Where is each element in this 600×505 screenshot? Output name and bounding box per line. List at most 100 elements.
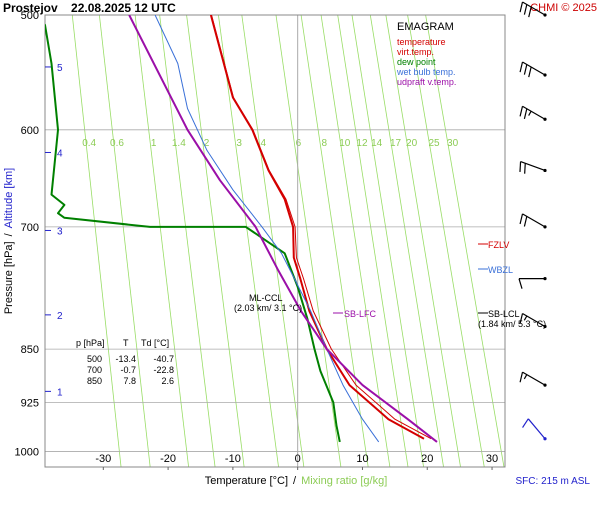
y-axis-label-altitude: Altitude [km] xyxy=(3,168,15,229)
table-cell: -0.7 xyxy=(120,365,136,375)
x-tick-label: 0 xyxy=(295,453,301,465)
mixing-ratio-label: 4 xyxy=(260,138,266,149)
wind-barb xyxy=(519,312,547,329)
table-header-td: Td [°C] xyxy=(141,338,169,348)
mixing-ratio-label: 20 xyxy=(406,138,418,149)
legend-title: EMAGRAM xyxy=(397,21,454,33)
legend-entry-wet_bulb: wet bulb temp. xyxy=(396,67,456,77)
y-axis-label: Pressure [hPa] / Altitude [km] xyxy=(3,168,15,314)
pressure-tick-label: 925 xyxy=(21,397,39,409)
mixing-line-2 xyxy=(186,15,245,467)
mixing-line-6 xyxy=(275,15,342,467)
wind-barb xyxy=(519,160,547,174)
mixing-line-8 xyxy=(300,15,369,467)
plot-frame xyxy=(44,14,506,468)
wind-barb xyxy=(519,105,547,121)
y-axis-label-pressure: Pressure [hPa] xyxy=(3,241,15,314)
x-axis-label: Temperature [°C] / Mixing ratio [g/kg] xyxy=(205,475,388,487)
mixing-line-25 xyxy=(407,15,485,467)
mixing-line-1 xyxy=(134,15,190,467)
altitude-tick-label: 5 xyxy=(57,63,63,74)
sb-lcl-values: (1.84 km/ 5.3 °C) xyxy=(478,319,546,329)
mixing-line-1.4 xyxy=(159,15,216,467)
pressure-tick-label: 600 xyxy=(21,125,39,137)
x-axis-label-separator: / xyxy=(293,475,297,487)
wind-barb xyxy=(522,418,547,441)
mixing-line-0.4 xyxy=(71,15,122,467)
mixing-ratio-label: 8 xyxy=(321,138,327,149)
mixing-ratio-label: 0.4 xyxy=(82,138,96,149)
table-cell: -40.7 xyxy=(153,354,174,364)
table-cell: -22.8 xyxy=(153,365,174,375)
mixing-line-14 xyxy=(351,15,424,467)
table-header-p: p [hPa] xyxy=(76,338,105,348)
series-dew_point xyxy=(45,23,341,443)
altitude-tick-label: 3 xyxy=(57,226,63,237)
pressure-tick-label: 850 xyxy=(21,344,39,356)
x-tick-label: -10 xyxy=(225,453,241,465)
mixing-ratio-label: 10 xyxy=(339,138,351,149)
mixing-line-3 xyxy=(218,15,279,467)
mixing-ratio-label: 12 xyxy=(356,138,368,149)
x-tick-label: 20 xyxy=(421,453,433,465)
page-title: Prostejov 22.08.2025 12 UTC xyxy=(3,1,176,15)
x-tick-label: -30 xyxy=(95,453,111,465)
mixing-ratio-label: 6 xyxy=(296,138,302,149)
legend-entry-dew_point: dew point xyxy=(397,57,436,67)
mixing-line-10 xyxy=(320,15,391,467)
x-axis-label-mixing: Mixing ratio [g/kg] xyxy=(301,475,387,487)
mixing-line-20 xyxy=(385,15,461,467)
mixing-ratio-label: 17 xyxy=(390,138,402,149)
pressure-tick-label: 1000 xyxy=(15,446,39,458)
mixing-ratio-label: 14 xyxy=(371,138,383,149)
mixing-ratio-lines xyxy=(71,15,505,467)
table-header-t: T xyxy=(123,338,129,348)
table-cell: 500 xyxy=(87,354,102,364)
mixing-line-17 xyxy=(369,15,444,467)
mixing-line-12 xyxy=(337,15,409,467)
mixing-ratio-label: 2 xyxy=(204,138,210,149)
table-cell: -13.4 xyxy=(115,354,136,364)
mixing-line-0.6 xyxy=(98,15,151,467)
ml-ccl-values: (2.03 km/ 3.1 °C) xyxy=(234,303,302,313)
altitude-tick-label: 1 xyxy=(57,387,63,398)
legend-entry-virt_temp: virt.temp. xyxy=(397,47,434,57)
sb-lcl-label: SB-LCL xyxy=(488,309,520,319)
mixing-ratio-label: 1 xyxy=(151,138,157,149)
copyright-label: CHMI © 2025 xyxy=(530,2,597,14)
table-cell: 700 xyxy=(87,365,102,375)
pressure-tick-label: 500 xyxy=(21,10,39,22)
series-virt_temp xyxy=(211,15,432,440)
table-cell: 2.6 xyxy=(161,376,174,386)
ml-ccl-label: ML-CCL xyxy=(249,293,283,303)
wind-barb xyxy=(519,1,547,18)
mixing-ratio-label: 3 xyxy=(236,138,242,149)
sfc-label: SFC: 215 m ASL xyxy=(516,476,591,487)
altitude-tick-label: 4 xyxy=(57,148,63,159)
wind-barb xyxy=(518,277,547,289)
pressure-tick-label: 700 xyxy=(21,222,39,234)
wind-barb xyxy=(519,61,547,78)
series-parcel xyxy=(128,15,438,443)
altitude-tick-label: 2 xyxy=(57,311,63,322)
x-tick-label: 10 xyxy=(356,453,368,465)
wind-barb xyxy=(519,371,547,387)
y-axis-label-separator: / xyxy=(3,232,15,236)
sounding-series xyxy=(45,15,438,443)
series-wet_bulb xyxy=(154,15,380,443)
legend-entry-parcel: udpraft v.temp. xyxy=(397,77,456,87)
wind-barb xyxy=(519,213,547,229)
table-cell: 850 xyxy=(87,376,102,386)
legend-entry-temperature: temperature xyxy=(397,37,446,47)
mixing-ratio-label: 0.6 xyxy=(110,138,124,149)
sb-lfc-label: SB-LFC xyxy=(344,309,377,319)
x-tick-label: -20 xyxy=(160,453,176,465)
mixing-ratio-label: 25 xyxy=(428,138,440,149)
x-axis-label-temperature: Temperature [°C] xyxy=(205,475,288,487)
mixing-line-30 xyxy=(425,15,505,467)
x-tick-label: 30 xyxy=(486,453,498,465)
fzlv-label: FZLV xyxy=(488,240,509,250)
series-temperature xyxy=(209,15,425,440)
